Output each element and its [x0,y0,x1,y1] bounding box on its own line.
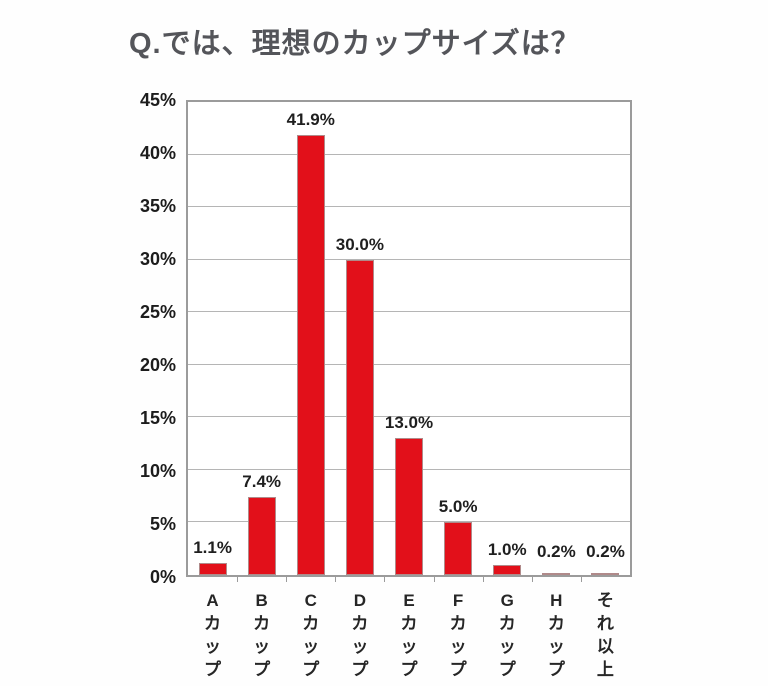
category-label-char: カ [253,614,271,633]
category-label-char: プ [351,660,369,679]
plot-area: 1.1% 7.4% 41.9% 30.0% 13.0% 5.0% 1.0% 0.2% 0.2% [186,100,632,577]
bar-value-label: 0.2% [586,542,625,561]
y-axis-tick-label: 10% [139,461,176,481]
bar-value-label: 1.1% [193,538,232,558]
bar [296,134,325,575]
bar [198,563,227,575]
gridline [188,206,630,208]
gridline [188,153,630,155]
y-axis-tick-label: 0% [149,567,176,587]
category-label-char: プ [449,660,467,679]
category-label-char: G [500,591,514,610]
bar-value-label: 0.2% [536,542,576,561]
category-label-char: プ [400,660,418,679]
category-label-char: プ [302,660,320,679]
x-axis-tick [384,576,386,582]
y-axis-tick-label: 35% [139,196,176,216]
bar-value-label: 1.0% [487,539,527,559]
category-label-char: ッ [498,637,516,656]
category-label-char: カ [547,614,565,633]
x-axis-tick [531,576,533,582]
gridline [188,363,630,365]
category-label-char: D [353,591,367,610]
category-label-char: ッ [449,637,467,656]
gridline [188,258,630,260]
y-axis-tick-label: 15% [139,408,176,428]
bar [444,522,473,575]
category-label-char: カ [302,614,320,633]
bar-value-label: 41.9% [286,109,335,129]
bar-value-label: 30.0% [335,234,384,254]
category-label-char: ッ [302,637,320,656]
category-label-char: H [550,591,563,610]
gridline [188,311,630,313]
bar [493,564,522,575]
x-axis-tick [286,576,288,582]
category-label-char: プ [253,660,271,679]
x-axis-tick [237,576,239,582]
y-axis-tick-label: 40% [139,143,176,163]
bar [591,572,620,575]
category-label-char: E [403,591,415,610]
gridline [188,416,630,418]
bar-value-label: 13.0% [384,413,434,433]
category-label-char: プ [204,660,222,679]
category-label-char: プ [498,660,516,679]
y-axis-tick-label: 25% [139,302,176,322]
category-label-char: カ [498,614,516,633]
category-label-char: ッ [351,637,369,656]
x-axis-tick [335,576,337,582]
bar [395,438,423,575]
bar-value-label: 5.0% [438,497,478,517]
category-label-char: プ [547,660,565,679]
category-label-char: カ [449,614,467,633]
category-label-char: カ [351,614,369,633]
category-label-char: B [255,591,268,610]
x-axis-tick [433,576,435,582]
y-axis-tick-label: 30% [139,249,176,269]
bar [345,259,374,575]
category-label-char: ッ [204,637,222,656]
category-label-char: A [206,591,219,610]
bar [542,572,571,575]
category-label-char: ッ [253,637,271,656]
y-axis-tick-label: 20% [139,355,176,375]
bar [247,497,276,575]
bar-value-label: 7.4% [242,472,282,492]
category-label-char: F [452,591,464,610]
category-label-char: C [304,591,317,610]
category-label-char: カ [204,614,222,633]
category-label-char: 以 [596,637,614,656]
category-label-char: カ [400,614,418,633]
y-axis-tick-label: 5% [149,514,176,534]
y-axis-tick-label: 45% [139,90,176,110]
category-label: それ以上 [581,589,630,681]
chart-title: Q.では、理想のカップサイズは？ [129,28,581,60]
category-label-char: れ [596,614,614,633]
x-axis-tick [580,576,582,582]
category-label-char: そ [596,591,614,610]
x-axis-tick [482,576,484,582]
category-label-char: ッ [400,637,418,656]
category-label-char: 上 [596,660,614,679]
category-label-char: ッ [547,637,565,656]
